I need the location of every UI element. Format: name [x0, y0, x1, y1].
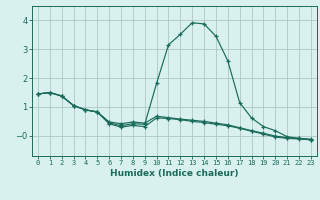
- X-axis label: Humidex (Indice chaleur): Humidex (Indice chaleur): [110, 169, 239, 178]
